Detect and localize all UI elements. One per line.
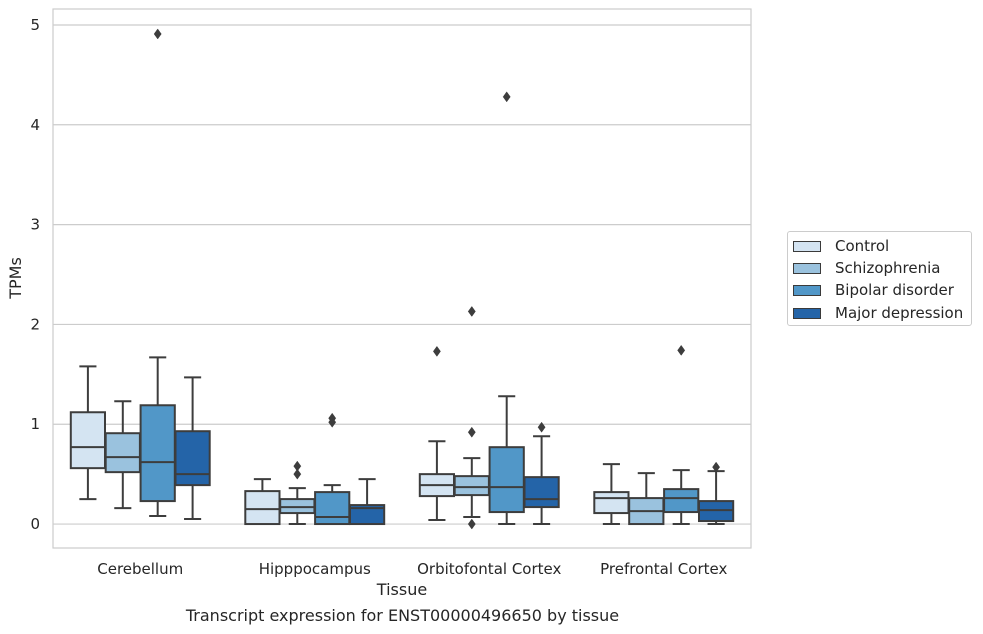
box-group (139, 28, 176, 518)
box-group (593, 463, 630, 526)
box-iqr (244, 490, 281, 526)
box-group (488, 91, 525, 526)
box-iqr (348, 504, 386, 526)
legend-label-bipolar-disorder: Bipolar disorder (835, 281, 954, 299)
box-group (663, 344, 700, 526)
outlier-point (712, 461, 721, 473)
box-group (348, 478, 386, 526)
legend-swatch-major-depression (793, 307, 821, 319)
legend-item-control: Control (793, 236, 889, 256)
x-tick-label: Prefrontal Cortex (600, 560, 727, 578)
chart-caption: Transcript expression for ENST0000049665… (185, 606, 620, 625)
box-iqr (663, 488, 700, 514)
x-tick-label: Cerebellum (97, 560, 183, 578)
y-tick-label: 5 (30, 16, 40, 34)
outlier-point (537, 421, 546, 433)
box-iqr (523, 476, 560, 509)
outlier-point (328, 412, 337, 424)
legend-label-control: Control (835, 237, 890, 255)
box-group (279, 460, 316, 526)
box-group (174, 376, 211, 521)
x-tick-labels: Cerebellum Hipppocampus Orbitofontal Corte… (97, 560, 727, 578)
box-group (314, 412, 351, 526)
y-tick-labels: 0 1 2 3 4 5 (30, 16, 40, 533)
legend-item-major-depression: Major depression (793, 303, 963, 323)
y-tick-label: 1 (30, 415, 40, 433)
plot-area-frame (52, 8, 752, 549)
legend-label-major-depression: Major depression (835, 304, 964, 322)
legend-label-schizophrenia: Schizophrenia (835, 259, 941, 277)
box-iqr (139, 404, 176, 503)
box-iqr (104, 432, 141, 474)
legend-item-bipolar-disorder: Bipolar disorder (793, 280, 954, 300)
box-group (418, 345, 456, 522)
legend-swatch-bipolar-disorder (793, 284, 821, 296)
box-group (628, 472, 665, 526)
outlier-point (153, 28, 162, 40)
outlier-point (293, 468, 302, 480)
y-axis-label: TPMs (6, 257, 25, 300)
outlier-point (293, 460, 302, 472)
outlier-point (467, 426, 476, 438)
outlier-point (467, 518, 476, 530)
box-iqr (593, 491, 630, 515)
box-iqr (174, 430, 211, 487)
box-group (244, 478, 281, 526)
boxes (69, 28, 735, 530)
box-group (104, 400, 141, 510)
x-axis-label: Tissue (376, 580, 427, 599)
y-tick-label: 2 (30, 315, 40, 333)
legend-item-schizophrenia: Schizophrenia (793, 258, 940, 278)
box-group (69, 365, 107, 501)
box-iqr (453, 475, 490, 497)
y-tick-label: 4 (30, 116, 40, 134)
y-tick-label: 3 (30, 216, 40, 234)
outlier-point (432, 345, 441, 357)
outlier-point (467, 306, 476, 317)
x-tick-label: Orbitofontal Cortex (417, 560, 561, 578)
box-iqr (69, 411, 107, 470)
outlier-point (502, 91, 511, 103)
box-group (697, 461, 735, 526)
legend-swatch-schizophrenia (793, 262, 821, 274)
box-iqr (314, 491, 351, 526)
y-tick-label: 0 (30, 515, 40, 533)
x-tick-label: Hipppocampus (259, 560, 371, 578)
box-group (453, 306, 490, 530)
legend: Control Schizophrenia Bipolar disorder M… (787, 231, 972, 326)
legend-swatch-control (793, 240, 821, 252)
box-iqr (488, 446, 525, 514)
box-group (523, 421, 560, 526)
outlier-point (677, 344, 686, 356)
